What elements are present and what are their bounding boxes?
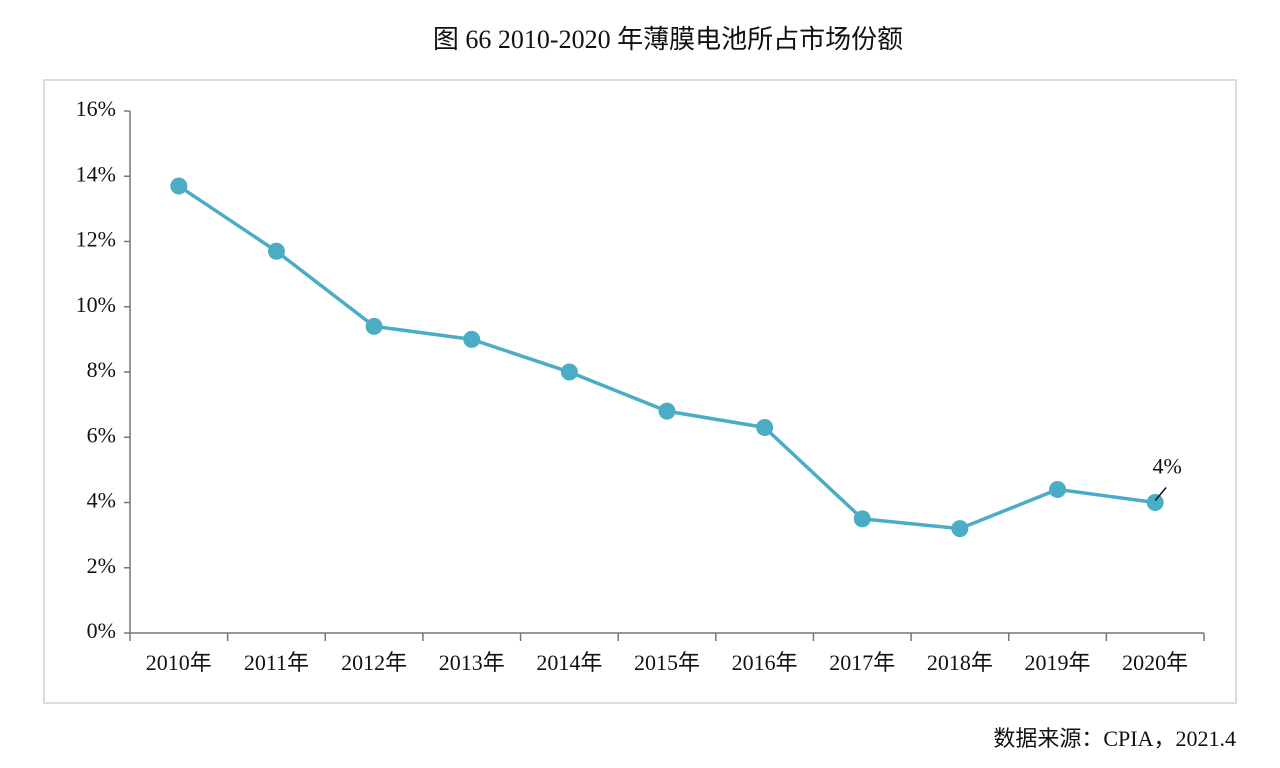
x-tick-label: 2015年 (634, 650, 700, 675)
point (560, 363, 578, 381)
x-tick-label: 2011年 (244, 650, 309, 675)
data-label: 4% (1153, 454, 1182, 479)
point (1049, 480, 1067, 498)
x-tick-label: 2020年 (1122, 650, 1188, 675)
point (756, 418, 774, 436)
plot-frame (43, 79, 1237, 704)
chart-title: 图 66 2010-2020 年薄膜电池所占市场份额 (433, 25, 903, 54)
x-tick-label: 2010年 (146, 650, 212, 675)
point (365, 317, 383, 335)
label-leader (1154, 487, 1167, 501)
y-tick-label: 2% (87, 553, 116, 578)
point (170, 177, 188, 195)
line (177, 184, 1156, 531)
x-tick-label: 2019年 (1025, 650, 1091, 675)
point (267, 242, 285, 260)
y-tick-label: 4% (87, 488, 116, 513)
x-tick-label: 2013年 (439, 650, 505, 675)
point (951, 520, 969, 538)
y-tick-label: 16% (76, 96, 116, 121)
y-tick-label: 12% (76, 227, 116, 252)
source-note: 数据来源：CPIA，2021.4 (993, 726, 1236, 751)
x-tick-label: 2018年 (927, 650, 993, 675)
x-tick-label: 2016年 (732, 650, 798, 675)
point (853, 510, 871, 528)
point (658, 402, 676, 420)
point (463, 330, 481, 348)
x-tick-label: 2012年 (341, 650, 407, 675)
y-tick-label: 8% (87, 357, 116, 382)
y-tick-label: 6% (87, 422, 116, 447)
y-tick-label: 10% (76, 292, 116, 317)
x-tick-label: 2014年 (536, 650, 602, 675)
y-tick-label: 0% (87, 618, 116, 643)
y-tick-label: 14% (76, 161, 116, 186)
point (1146, 494, 1164, 511)
x-tick-label: 2017年 (829, 650, 895, 675)
